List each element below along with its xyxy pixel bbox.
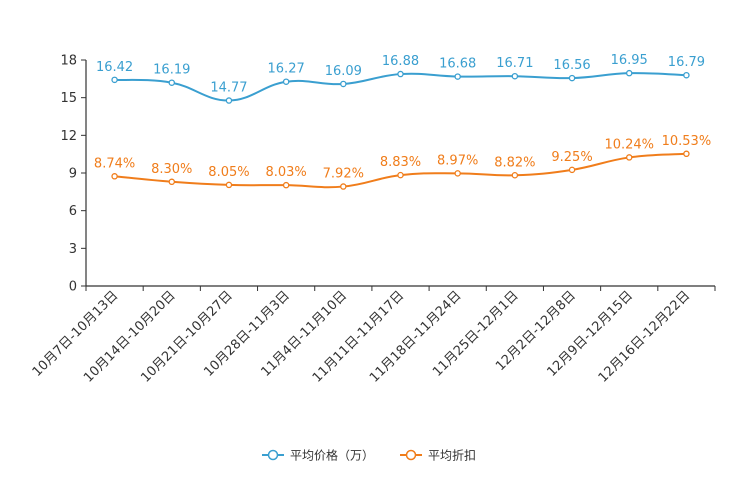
data-label: 16.42 <box>96 60 133 75</box>
axes-layer: 036912151810月7日-10月13日10月14日-10月20日10月21… <box>30 54 716 386</box>
data-label: 8.05% <box>208 165 249 180</box>
data-point <box>568 166 576 174</box>
data-point <box>340 183 347 190</box>
legend-item-2: 平均折扣 <box>400 448 476 463</box>
data-point <box>111 76 118 84</box>
legend-marker-icon <box>267 449 279 461</box>
data-point <box>625 154 633 161</box>
data-label: 16.27 <box>268 62 305 77</box>
data-point <box>454 170 461 177</box>
data-point <box>168 79 176 86</box>
legend-item-1: 平均价格（万） <box>262 448 374 463</box>
series-layer <box>111 69 690 190</box>
y-tick-label: 6 <box>69 204 77 219</box>
data-label: 9.25% <box>551 150 592 165</box>
data-label: 7.92% <box>323 167 364 182</box>
y-tick-label: 18 <box>60 54 77 69</box>
data-point <box>340 80 347 88</box>
data-label: 10.53% <box>662 134 712 149</box>
data-label: 8.97% <box>437 153 478 168</box>
data-point <box>625 69 633 77</box>
data-label: 16.71 <box>496 56 533 71</box>
data-labels-layer: 16.42 16.19 14.77 16.27 16.09 16.88 16.68 16.71… <box>94 53 711 181</box>
data-point <box>282 78 290 85</box>
legend-label: 平均价格（万） <box>290 448 374 463</box>
y-tick-label: 3 <box>69 242 77 257</box>
data-label: 16.09 <box>325 64 362 79</box>
data-point <box>397 171 404 179</box>
data-point <box>282 181 290 189</box>
data-label: 16.88 <box>382 54 419 69</box>
data-point <box>397 70 404 78</box>
data-label: 8.03% <box>265 165 306 180</box>
data-label: 14.77 <box>210 81 247 96</box>
data-point <box>511 72 519 80</box>
legend-label: 平均折扣 <box>428 448 476 463</box>
data-point <box>225 97 233 104</box>
legend-marker-icon <box>405 449 417 461</box>
data-label: 8.82% <box>494 155 535 170</box>
y-tick-label: 12 <box>60 129 77 144</box>
data-label: 16.56 <box>553 58 590 73</box>
y-tick-label: 15 <box>60 91 77 106</box>
data-label: 16.68 <box>439 57 476 72</box>
legend: 平均价格（万） 平均折扣 <box>262 448 476 463</box>
data-point <box>225 181 233 189</box>
data-label: 8.74% <box>94 156 135 171</box>
data-label: 8.83% <box>380 155 421 170</box>
data-label: 10.24% <box>604 137 654 152</box>
data-point <box>111 173 118 180</box>
data-point <box>168 178 176 186</box>
y-tick-label: 0 <box>69 280 77 295</box>
data-point <box>454 73 461 80</box>
data-label: 16.79 <box>668 55 705 70</box>
data-point <box>568 74 576 82</box>
data-label: 16.19 <box>153 63 190 78</box>
y-tick-label: 9 <box>69 167 77 182</box>
data-label: 8.30% <box>151 162 192 177</box>
data-point <box>511 172 519 179</box>
data-label: 16.95 <box>611 53 648 68</box>
data-point <box>683 71 690 79</box>
data-point <box>683 150 690 158</box>
